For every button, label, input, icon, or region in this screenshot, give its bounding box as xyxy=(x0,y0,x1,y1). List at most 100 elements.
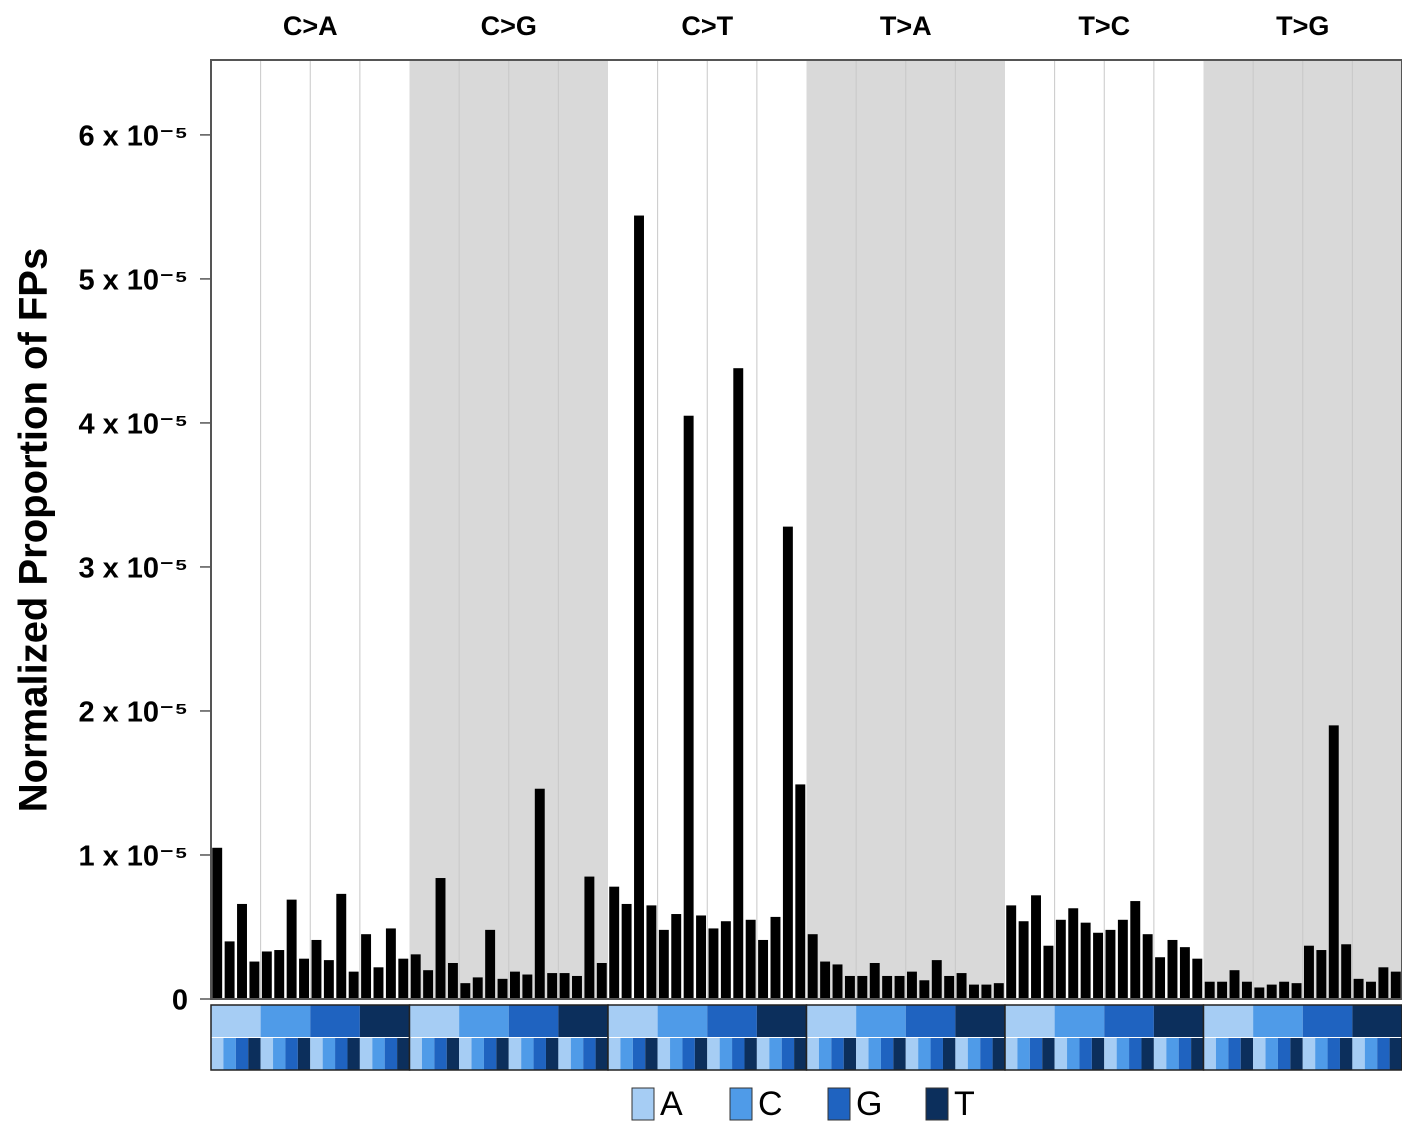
context-3prime xyxy=(1328,1038,1340,1070)
context-3prime xyxy=(422,1038,434,1070)
context-3prime xyxy=(1315,1038,1327,1070)
bar xyxy=(1056,920,1066,999)
context-3prime xyxy=(310,1038,322,1070)
context-3prime xyxy=(1191,1038,1203,1070)
context-3prime xyxy=(1055,1038,1067,1070)
context-5prime xyxy=(955,1005,1005,1037)
context-3prime xyxy=(1129,1038,1141,1070)
context-3prime xyxy=(347,1038,359,1070)
bar xyxy=(696,915,706,999)
legend-label: C xyxy=(758,1085,783,1122)
context-3prime xyxy=(794,1038,806,1070)
context-5prime xyxy=(558,1005,608,1037)
context-3prime xyxy=(1030,1038,1042,1070)
bar xyxy=(374,967,384,999)
legend-swatch xyxy=(632,1088,654,1120)
bar xyxy=(349,972,359,999)
context-3prime xyxy=(1067,1038,1079,1070)
bar xyxy=(634,216,644,999)
panel-title: C>A xyxy=(283,11,338,41)
bar xyxy=(237,904,247,999)
bar xyxy=(1019,921,1029,999)
context-3prime xyxy=(1340,1038,1352,1070)
context-5prime xyxy=(310,1005,360,1037)
bar xyxy=(1267,985,1277,999)
context-5prime xyxy=(509,1005,559,1037)
bar xyxy=(1043,946,1053,999)
bar xyxy=(932,960,942,999)
context-3prime xyxy=(1390,1038,1402,1070)
bar xyxy=(957,973,967,999)
context-3prime xyxy=(1166,1038,1178,1070)
bar xyxy=(473,977,483,999)
bar xyxy=(919,980,929,999)
context-3prime xyxy=(658,1038,670,1070)
panel-title: C>T xyxy=(681,11,733,41)
context-3prime xyxy=(881,1038,893,1070)
context-3prime xyxy=(410,1038,422,1070)
context-3prime xyxy=(769,1038,781,1070)
context-3prime xyxy=(1216,1038,1228,1070)
bar xyxy=(895,976,905,999)
context-5prime xyxy=(1303,1005,1353,1037)
context-3prime xyxy=(831,1038,843,1070)
bar xyxy=(969,985,979,999)
legend-label: G xyxy=(856,1085,882,1122)
context-3prime xyxy=(1352,1038,1364,1070)
bar xyxy=(671,914,681,999)
bar xyxy=(522,975,532,999)
context-3prime xyxy=(360,1038,372,1070)
context-3prime xyxy=(261,1038,273,1070)
bar xyxy=(212,848,222,999)
bar xyxy=(262,951,272,999)
bar xyxy=(1081,923,1091,999)
bar xyxy=(1180,947,1190,999)
bar xyxy=(311,940,321,999)
bar xyxy=(1168,940,1178,999)
bar xyxy=(1093,933,1103,999)
context-3prime xyxy=(670,1038,682,1070)
bar xyxy=(423,970,433,999)
bar xyxy=(609,887,619,999)
context-3prime xyxy=(1117,1038,1129,1070)
context-5prime xyxy=(707,1005,757,1037)
context-5prime xyxy=(757,1005,807,1037)
context-5prime xyxy=(807,1005,857,1037)
context-3prime xyxy=(608,1038,620,1070)
bar xyxy=(510,972,520,999)
y-tick-label: 1 x 10⁻⁵ xyxy=(78,841,188,873)
context-5prime xyxy=(1352,1005,1402,1037)
bar xyxy=(622,904,632,999)
context-3prime xyxy=(1154,1038,1166,1070)
bar xyxy=(1279,982,1289,999)
context-3prime xyxy=(682,1038,694,1070)
bar xyxy=(299,959,309,999)
context-3prime xyxy=(558,1038,570,1070)
context-3prime xyxy=(1204,1038,1216,1070)
bar xyxy=(783,527,793,999)
context-3prime xyxy=(1092,1038,1104,1070)
context-3prime xyxy=(1017,1038,1029,1070)
bar xyxy=(361,934,371,999)
context-3prime xyxy=(980,1038,992,1070)
context-3prime xyxy=(1253,1038,1265,1070)
context-3prime xyxy=(335,1038,347,1070)
bar xyxy=(1366,982,1376,999)
bar xyxy=(287,900,297,999)
bar xyxy=(460,983,470,999)
context-3prime xyxy=(385,1038,397,1070)
bar xyxy=(1105,930,1115,999)
context-3prime xyxy=(397,1038,409,1070)
panel-title: T>G xyxy=(1276,11,1329,41)
context-3prime xyxy=(273,1038,285,1070)
context-5prime xyxy=(211,1005,261,1037)
context-3prime xyxy=(856,1038,868,1070)
bar xyxy=(1341,944,1351,999)
context-3prime xyxy=(236,1038,248,1070)
context-3prime xyxy=(459,1038,471,1070)
context-3prime xyxy=(943,1038,955,1070)
y-tick-label: 3 x 10⁻⁵ xyxy=(78,553,188,585)
bar xyxy=(436,878,446,999)
bar xyxy=(820,962,830,999)
context-3prime xyxy=(931,1038,943,1070)
